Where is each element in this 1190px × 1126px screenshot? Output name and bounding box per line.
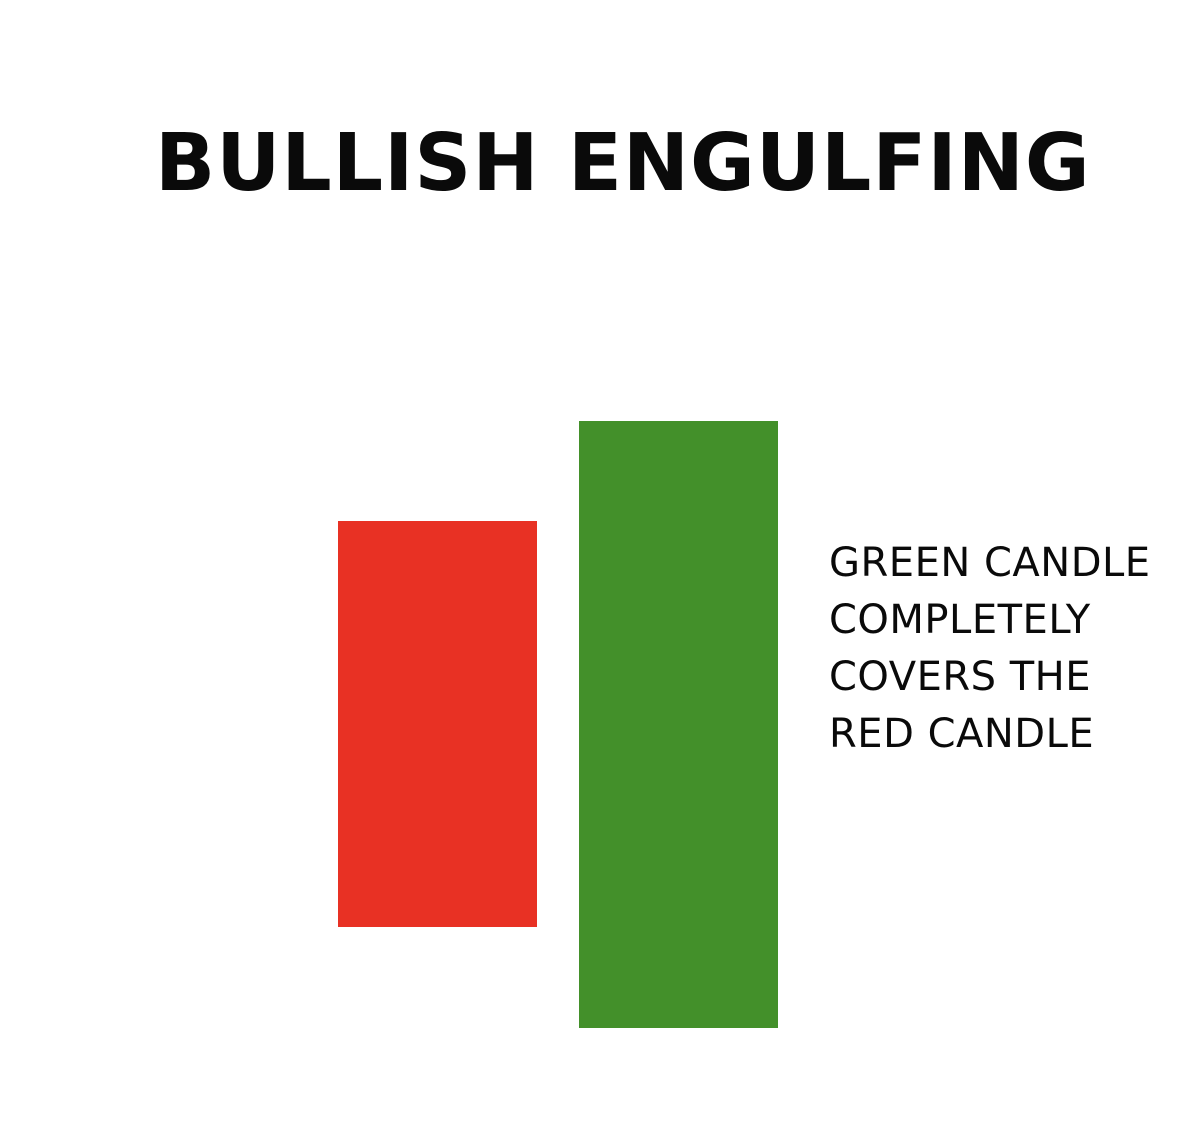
green-candle xyxy=(579,421,778,1028)
caption-line: RED CANDLE xyxy=(829,711,1095,757)
diagram-title: BULLISH ENGULFING xyxy=(155,117,1091,209)
caption: GREEN CANDLE COMPLETELY COVERS THE RED C… xyxy=(829,535,1184,763)
red-candle xyxy=(338,521,537,927)
caption-line: COVERS THE xyxy=(829,654,1092,700)
caption-line: GREEN CANDLE xyxy=(829,540,1151,586)
caption-line: COMPLETELY xyxy=(829,597,1091,643)
